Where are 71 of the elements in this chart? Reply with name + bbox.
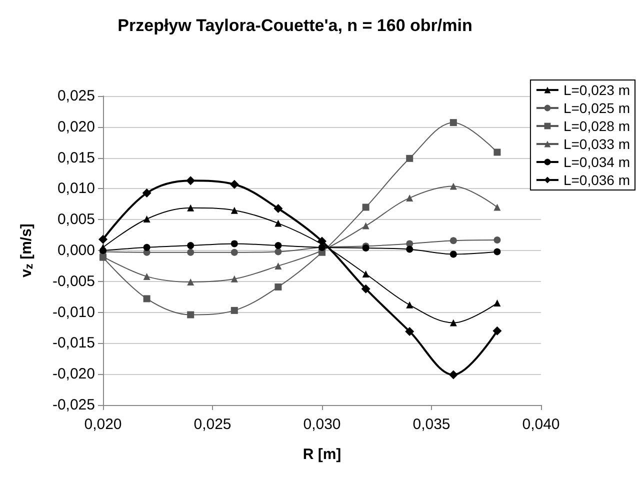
point (186, 176, 196, 186)
y-tick-label: -0,005 (52, 272, 95, 290)
legend-label: L=0,025 m (563, 100, 630, 116)
point (361, 284, 370, 294)
legend-label: L=0,036 m (563, 172, 630, 188)
point (187, 311, 194, 318)
point (187, 204, 194, 212)
point (98, 234, 108, 244)
y-tick-label: -0,025 (52, 396, 95, 414)
x-tick-label: 0,040 (522, 416, 560, 433)
point (187, 248, 194, 256)
point (187, 242, 194, 250)
point (274, 283, 282, 290)
point (187, 278, 194, 286)
point (230, 180, 239, 189)
x-tick-label: 0,020 (84, 416, 122, 433)
point (494, 204, 501, 211)
y-axis-title: vz [m/s] (18, 224, 36, 278)
y-tick-label: 0,025 (57, 88, 95, 104)
point (450, 237, 457, 244)
point (142, 188, 152, 198)
point (406, 301, 414, 308)
legend-label: L=0,034 m (563, 154, 630, 170)
point (230, 206, 238, 214)
y-tick-label: -0,010 (52, 304, 95, 321)
point (448, 370, 458, 380)
y-tick-label: -0,020 (52, 366, 95, 383)
y-tick-label: 0,000 (57, 242, 95, 259)
y-tick-label: 0,005 (57, 211, 95, 228)
point (450, 319, 457, 326)
point (405, 326, 414, 336)
chart-title: Przepływ Taylora-Couette'a, n = 160 obr/min (118, 16, 472, 35)
point (492, 326, 502, 336)
point (230, 240, 238, 248)
legend-label: L=0,028 m (563, 118, 630, 134)
point (494, 248, 501, 256)
point (143, 244, 150, 251)
point (143, 215, 150, 222)
legend-label: L=0,023 m (563, 82, 630, 98)
y-tick-label: 0,020 (57, 118, 95, 136)
point (274, 242, 282, 250)
point (362, 222, 370, 230)
point (450, 250, 457, 258)
point (494, 236, 501, 244)
point (450, 182, 457, 190)
point (143, 272, 150, 280)
point (274, 248, 282, 256)
x-tick-label: 0,030 (303, 416, 341, 433)
point (406, 154, 414, 162)
point (274, 262, 282, 270)
legend-label: L=0,033 m (563, 136, 630, 152)
point (494, 300, 501, 307)
x-tick-label: 0,025 (194, 416, 232, 433)
point (362, 204, 370, 211)
point (406, 194, 414, 202)
point (494, 148, 501, 156)
y-tick-label: -0,015 (52, 334, 95, 352)
point (230, 306, 238, 314)
y-tick-label: 0,010 (57, 180, 95, 198)
point (230, 275, 238, 282)
x-tick-label: 0,035 (412, 416, 450, 433)
point (274, 204, 283, 213)
point (406, 246, 414, 253)
y-tick-label: 0,015 (57, 149, 95, 166)
point (362, 270, 370, 278)
point (450, 119, 457, 126)
point (230, 248, 238, 256)
point (274, 220, 282, 227)
point (406, 240, 414, 248)
x-axis-title: R [m] (302, 446, 342, 463)
point (143, 295, 150, 302)
